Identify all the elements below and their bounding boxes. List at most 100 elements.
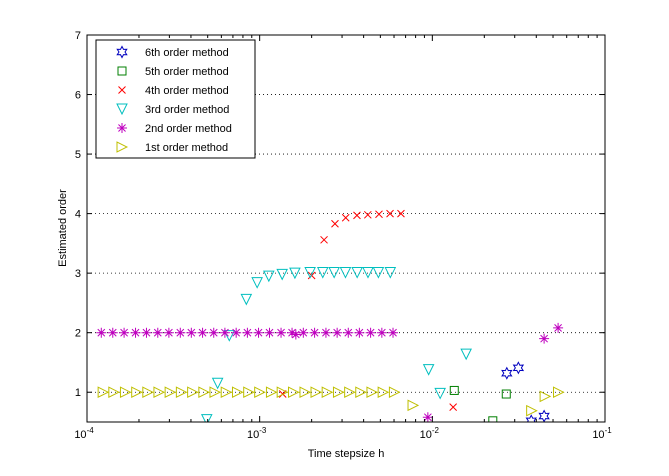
data-point (299, 386, 312, 399)
data-point (316, 267, 329, 279)
data-point (351, 267, 363, 279)
data-point (449, 385, 459, 395)
legend-label: 3rd order method (145, 104, 229, 116)
y-tick-label: 5 (75, 149, 81, 161)
legend-label: 6th order method (145, 47, 229, 59)
x-tick-base: 10 (74, 429, 86, 441)
data-point (372, 267, 385, 279)
y-tick-label: 7 (75, 30, 81, 42)
legend-box (95, 39, 256, 159)
x-tick-exponent: -4 (87, 426, 95, 435)
data-point (141, 327, 152, 338)
y-tick-label: 1 (75, 387, 81, 399)
y-tick-label: 4 (75, 209, 81, 221)
data-point (96, 327, 107, 338)
data-point (231, 386, 244, 399)
data-point (304, 267, 316, 279)
data-markers (96, 209, 565, 422)
data-point (353, 211, 361, 220)
data-point (539, 333, 550, 344)
data-point (200, 414, 213, 422)
y-axis-label: Estimated order (57, 189, 69, 267)
data-point (152, 327, 163, 338)
data-point (197, 327, 208, 338)
data-point (175, 386, 188, 399)
data-point (331, 219, 339, 228)
x-tick-label: 10-3 (247, 426, 267, 441)
data-point (366, 386, 379, 399)
data-point (287, 327, 298, 338)
data-point (375, 210, 383, 219)
data-point (231, 327, 242, 338)
data-point (501, 366, 513, 380)
data-point (290, 329, 301, 340)
x-tick-base: 10 (592, 429, 604, 441)
x-tick-label: 10-2 (420, 426, 440, 441)
data-point (388, 386, 401, 399)
legend-marker (117, 66, 127, 76)
data-point (460, 348, 472, 361)
data-point (107, 327, 118, 338)
data-point (386, 209, 394, 218)
data-point (354, 327, 365, 338)
data-point (344, 386, 356, 399)
legend-marker (118, 86, 126, 94)
series-6 (97, 386, 565, 417)
data-point (119, 327, 130, 338)
data-point (343, 327, 354, 338)
data-point (276, 386, 289, 399)
x-tick-base: 10 (420, 429, 432, 441)
data-point (553, 322, 564, 333)
data-point (263, 270, 275, 283)
data-point (251, 277, 263, 289)
data-point (163, 327, 174, 338)
x-tick-exponent: -1 (605, 426, 613, 435)
data-point (377, 386, 390, 399)
data-point (384, 267, 397, 279)
legend-label: 2nd order method (145, 123, 232, 135)
legend-label: 4th order method (145, 85, 229, 97)
data-point (97, 386, 110, 399)
data-point (501, 389, 511, 399)
data-point (320, 235, 328, 244)
data-point (332, 386, 345, 399)
data-point (187, 386, 199, 399)
data-point (365, 327, 376, 338)
data-point (130, 327, 141, 338)
data-point (198, 386, 210, 399)
data-point (223, 330, 236, 342)
data-point (119, 386, 132, 399)
legend-label: 1st order method (145, 142, 228, 154)
data-point (142, 386, 154, 399)
data-point (243, 386, 255, 399)
axes-box (86, 34, 606, 423)
data-point (220, 386, 233, 399)
data-point (108, 386, 120, 399)
data-point (397, 209, 405, 218)
data-point (407, 399, 420, 412)
x-tick-exponent: -2 (432, 426, 440, 435)
x-tick-exponent: -3 (259, 426, 267, 435)
data-point (539, 390, 552, 403)
data-point (164, 386, 177, 399)
data-point (553, 386, 565, 399)
data-point (240, 293, 253, 306)
data-point (264, 327, 275, 338)
data-point (265, 386, 278, 399)
data-point (186, 327, 197, 338)
data-point (362, 267, 374, 279)
data-point (211, 377, 224, 390)
data-point (289, 267, 301, 280)
data-point (512, 361, 525, 375)
series-2 (449, 385, 511, 422)
legend-marker (116, 103, 128, 116)
data-point (355, 386, 367, 399)
data-point (525, 414, 537, 422)
data-point (488, 416, 498, 422)
data-point (328, 267, 340, 279)
data-point (254, 386, 266, 399)
legend-marker (116, 141, 129, 153)
data-point (321, 386, 334, 399)
y-tick-label: 2 (75, 328, 81, 340)
